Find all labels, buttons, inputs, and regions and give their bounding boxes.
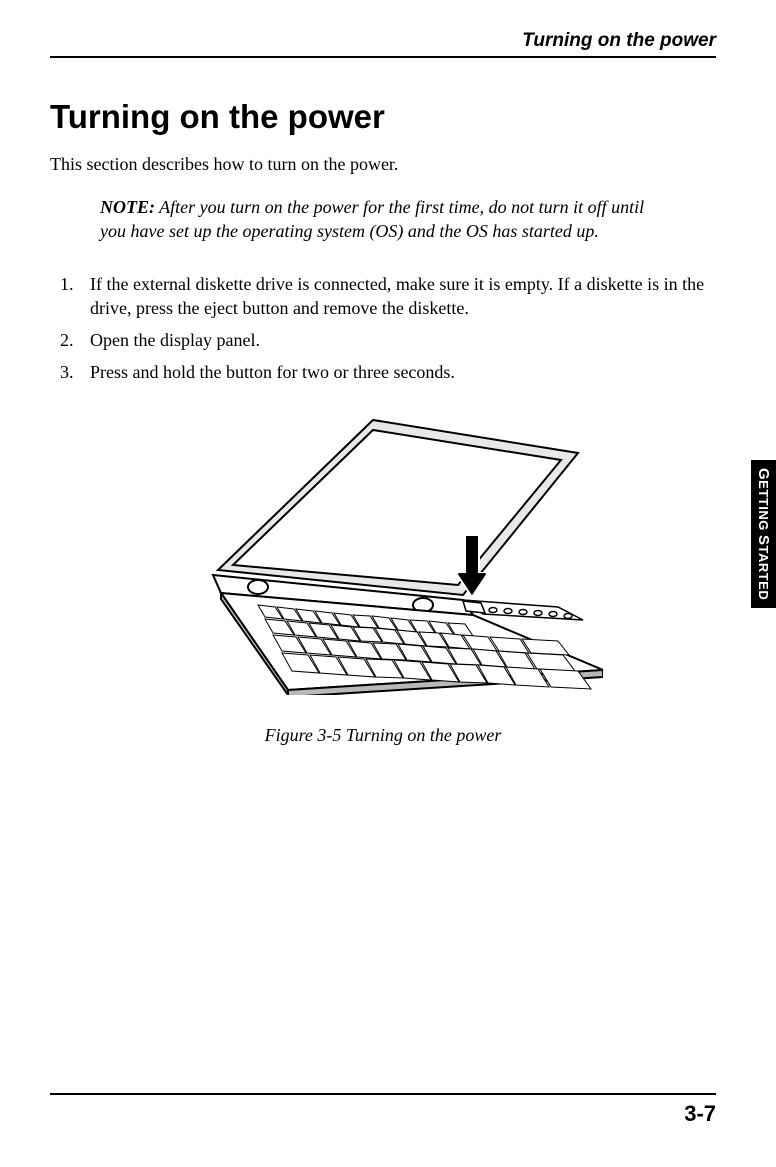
note-label: NOTE: bbox=[100, 197, 155, 217]
chapter-tab: GETTING STARTED bbox=[751, 460, 776, 608]
note-body: After you turn on the power for the firs… bbox=[100, 197, 644, 241]
figure-container: Figure 3-5 Turning on the power bbox=[50, 415, 716, 746]
page-title: Turning on the power bbox=[50, 98, 716, 136]
steps-list: If the external diskette drive is connec… bbox=[50, 272, 716, 385]
footer-rule bbox=[50, 1093, 716, 1095]
laptop-illustration bbox=[163, 415, 603, 695]
step-item: Open the display panel. bbox=[50, 328, 716, 352]
note-block: NOTE: After you turn on the power for th… bbox=[50, 195, 716, 244]
running-header: Turning on the power bbox=[50, 30, 716, 58]
page-number: 3-7 bbox=[684, 1101, 716, 1127]
step-item: If the external diskette drive is connec… bbox=[50, 272, 716, 321]
step-item: Press and hold the button for two or thr… bbox=[50, 360, 716, 384]
intro-paragraph: This section describes how to turn on th… bbox=[50, 154, 716, 175]
figure-caption: Figure 3-5 Turning on the power bbox=[50, 725, 716, 746]
